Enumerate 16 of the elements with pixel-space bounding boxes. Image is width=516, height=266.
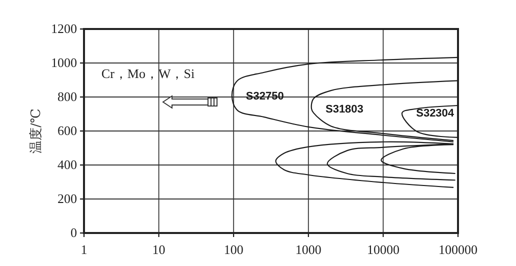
y-tick-label: 1000 xyxy=(51,55,77,70)
y-axis-title: 温度/℃ xyxy=(28,108,44,154)
y-tick-label: 0 xyxy=(70,225,77,240)
x-tick-label: 1000 xyxy=(295,242,322,258)
x-tick-label: 1 xyxy=(80,242,88,258)
x-tick-label: 10000 xyxy=(366,242,400,258)
series-label: S31803 xyxy=(325,104,364,116)
y-tick-label: 800 xyxy=(58,89,77,104)
series-label: S32304 xyxy=(416,108,455,120)
x-tick-label: 100000 xyxy=(438,242,478,258)
y-tick-label: 400 xyxy=(58,157,77,172)
y-tick-label: 1200 xyxy=(51,21,77,36)
x-tick-label: 100 xyxy=(224,242,244,258)
y-tick-label: 200 xyxy=(58,191,77,206)
y-tick-label: 600 xyxy=(58,123,77,138)
x-tick-label: 10 xyxy=(152,242,166,258)
